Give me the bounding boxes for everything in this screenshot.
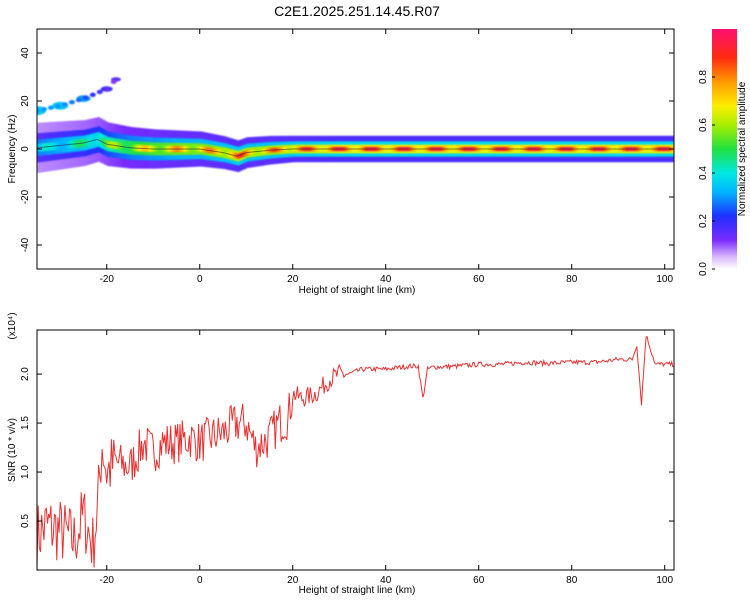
x-tick-label: 100	[656, 575, 673, 586]
harmonic-blob	[68, 100, 75, 105]
snr-y-label: SNR (10 * v/v)	[7, 418, 18, 482]
x-tick-label: -20	[100, 575, 115, 586]
snr-x-label: Height of straight line (km)	[299, 585, 416, 596]
x-tick-label: 100	[656, 274, 673, 285]
spectrogram-x-label: Height of straight line (km)	[299, 285, 416, 296]
chart-title: C2E1.2025.251.14.45.R07	[274, 3, 440, 19]
spectrogram-y-label: Frequency (Hz)	[7, 115, 18, 184]
x-tick-label: 40	[380, 575, 392, 586]
colorbar-tick-label: 0.0	[698, 262, 709, 276]
spectrogram-cell	[99, 136, 103, 145]
x-tick-label: 80	[566, 575, 578, 586]
snr-ticks: -20 0 20 40 60 80 100 0.5 1.0 1.5 2.0	[20, 330, 674, 586]
colorbar-tick-label: 0.4	[698, 166, 709, 180]
harmonic-blob	[37, 108, 40, 113]
harmonic-blob	[54, 104, 61, 109]
colorbar-gradient	[712, 29, 737, 269]
y-tick-label: 1.5	[20, 416, 31, 430]
harmonic-blob	[103, 86, 110, 92]
y-tick-label: 0	[20, 146, 31, 152]
spectrogram-ticks: -20 0 20 40 60 80 100 40 20 0 -20 -40	[20, 29, 674, 285]
x-tick-label: 20	[287, 274, 299, 285]
harmonic-blob	[41, 107, 47, 112]
spectrogram-cell	[104, 139, 108, 147]
ridge-core-line	[37, 138, 674, 157]
spectrogram-cell	[239, 152, 243, 158]
y-tick-label: -20	[20, 189, 31, 204]
harmonic-trace	[37, 77, 121, 116]
snr-frame	[36, 329, 675, 571]
spectrogram-panel: -20 0 20 40 60 80 100 40 20 0 -20 -40 Height of str…	[7, 28, 675, 296]
colorbar-tick-label: 0.6	[698, 118, 709, 132]
harmonic-blob	[47, 105, 54, 110]
ridge-core	[37, 138, 674, 157]
x-tick-label: 0	[197, 575, 203, 586]
snr-series-line	[37, 336, 674, 569]
spectrogram-cell	[241, 151, 245, 157]
x-tick-label: 0	[197, 274, 203, 285]
colorbar-label: Normalized spectral amplitude	[737, 81, 748, 216]
snr-plot-area	[37, 330, 674, 570]
y-tick-label: 2.0	[20, 367, 31, 381]
colorbar: 0.0 0.2 0.4 0.6 0.8 Normalized spectral ampl…	[698, 29, 748, 276]
x-tick-label: 60	[473, 274, 485, 285]
harmonic-blob	[75, 97, 82, 103]
colorbar-tick-label: 0.2	[698, 214, 709, 228]
y-tick-label: 20	[20, 95, 31, 107]
spectrogram-cell	[243, 150, 247, 157]
harmonic-blob	[110, 79, 117, 85]
colorbar-tick-label: 0.8	[698, 70, 709, 84]
y-tick-label: 0.5	[20, 514, 31, 528]
spectrogram-cell	[97, 135, 101, 144]
harmonic-blob	[96, 89, 103, 95]
y-tick-label: 1.0	[20, 465, 31, 479]
x-tick-label: 40	[380, 274, 392, 285]
spectrogram-cell	[102, 138, 106, 146]
x-tick-label: 60	[473, 575, 485, 586]
harmonic-blob	[61, 102, 68, 107]
y-tick-label: -40	[20, 237, 31, 252]
x-tick-label: 20	[287, 575, 299, 586]
spectrogram-cell	[236, 153, 240, 159]
colorbar-ticks: 0.0 0.2 0.4 0.6 0.8	[698, 70, 715, 276]
snr-panel: -20 0 20 40 60 80 100 0.5 1.0 1.5 2.0 Height of st…	[7, 312, 675, 596]
spectrogram-marks	[37, 77, 674, 173]
harmonic-blob	[89, 92, 96, 98]
x-tick-label: 80	[566, 274, 578, 285]
snr-scale-label: (x10⁴)	[7, 312, 18, 339]
y-tick-label: 40	[20, 47, 31, 59]
x-tick-label: -20	[100, 274, 115, 285]
harmonic-blob	[82, 95, 89, 100]
